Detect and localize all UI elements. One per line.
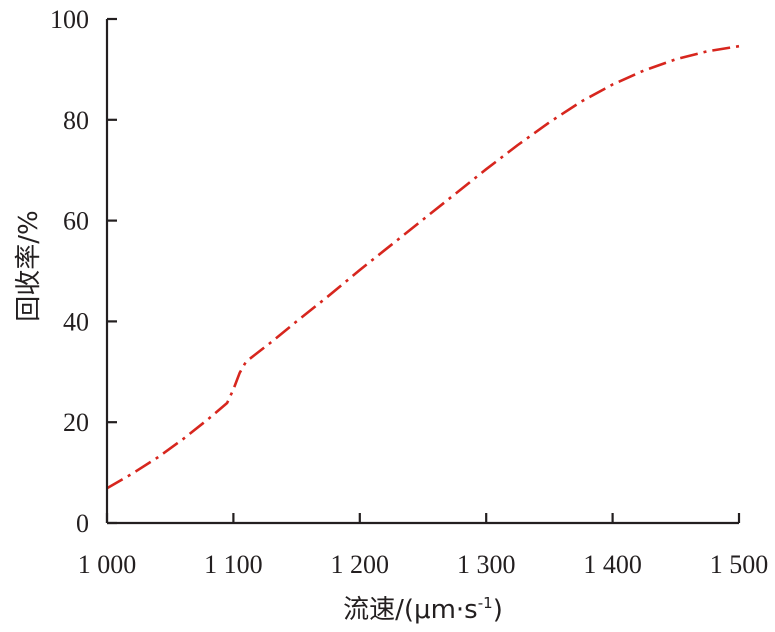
y-tick-label: 0	[76, 509, 89, 538]
x-tick-label: 1 100	[204, 550, 263, 579]
x-axis-title-superscript: -1	[478, 594, 493, 612]
x-tick-label: 1 500	[710, 550, 769, 579]
x-axis-title-text: 流速/(μm·s	[343, 595, 478, 625]
recovery-rate-series-line	[106, 44, 740, 490]
y-axis-ticks: 0 20 40 60 80 100	[50, 5, 117, 538]
y-tick-label: 80	[63, 106, 89, 135]
y-tick-label: 60	[63, 207, 89, 236]
x-tick-label: 1 200	[331, 550, 390, 579]
y-tick-label: 40	[63, 307, 89, 336]
x-axis-title: 流速/(μm·s-1)	[343, 594, 503, 625]
x-tick-label: 1 400	[583, 550, 642, 579]
x-tick-label: 1 000	[78, 550, 137, 579]
y-axis-title: 回收率/%	[14, 210, 44, 321]
x-axis-title-close: )	[493, 595, 503, 625]
x-axis-ticks: 1 000 1 100 1 200 1 300 1 400 1 500	[78, 513, 769, 579]
y-tick-label: 20	[63, 408, 89, 437]
series-layer	[106, 44, 740, 490]
x-tick-label: 1 300	[457, 550, 516, 579]
y-tick-label: 100	[50, 5, 89, 34]
